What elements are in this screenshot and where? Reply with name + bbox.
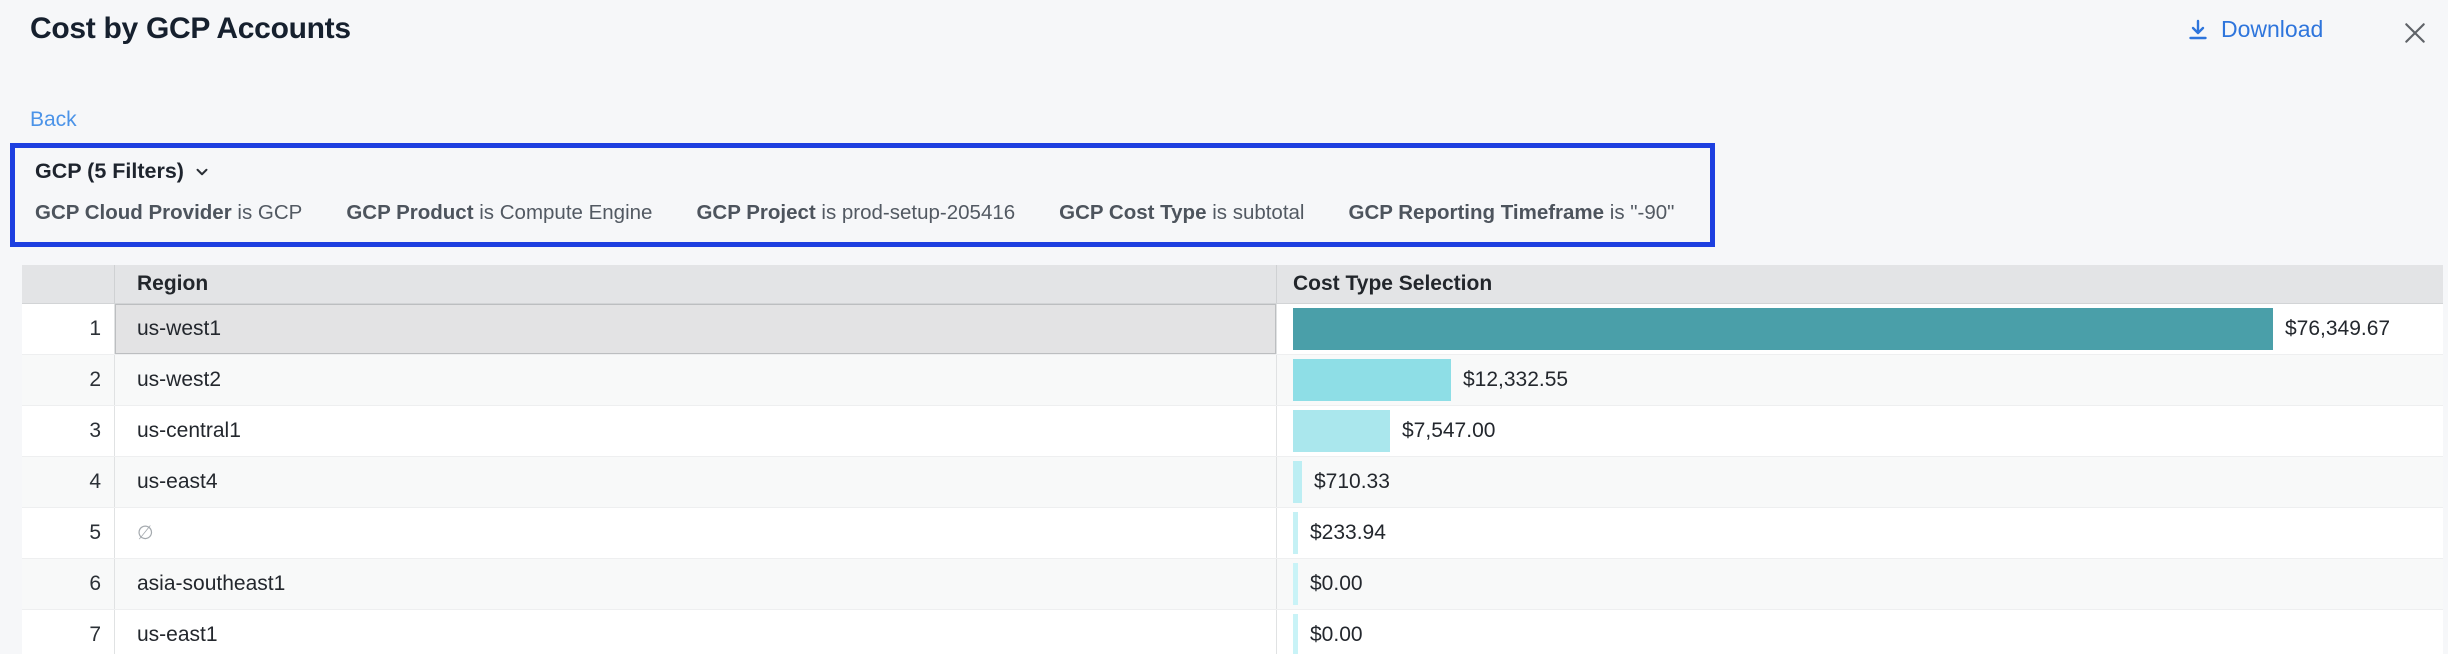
filter-panel: GCP (5 Filters) GCP Cloud Provider is GC… xyxy=(10,143,1715,247)
filter-condition[interactable]: GCP Cost Type is subtotal xyxy=(1059,201,1304,225)
cost-cell[interactable]: $76,349.67 xyxy=(1276,304,2443,354)
cost-value: $710.33 xyxy=(1314,470,1390,494)
cost-cell[interactable]: $12,332.55 xyxy=(1276,355,2443,405)
cost-value: $0.00 xyxy=(1310,572,1363,596)
row-number: 3 xyxy=(22,406,114,456)
table-row[interactable]: 4 us-east4 $710.33 xyxy=(22,457,2443,508)
region-cell[interactable]: ∅ xyxy=(114,508,1276,558)
cost-bar[interactable] xyxy=(1293,512,1298,554)
cost-bar[interactable] xyxy=(1293,410,1390,452)
row-number: 4 xyxy=(22,457,114,507)
cost-bar[interactable] xyxy=(1293,359,1451,401)
filter-condition[interactable]: GCP Project is prod-setup-205416 xyxy=(696,201,1015,225)
cost-bar[interactable] xyxy=(1293,308,2273,350)
region-column-header[interactable]: Region xyxy=(114,265,1276,303)
region-cell[interactable]: us-east4 xyxy=(114,457,1276,507)
chevron-down-icon xyxy=(193,163,211,181)
cost-value: $7,547.00 xyxy=(1402,419,1495,443)
table-row[interactable]: 1 us-west1 $76,349.67 xyxy=(22,304,2443,355)
cost-value: $12,332.55 xyxy=(1463,368,1568,392)
back-link[interactable]: Back xyxy=(30,108,77,132)
region-cell[interactable]: asia-southeast1 xyxy=(114,559,1276,609)
filter-condition[interactable]: GCP Reporting Timeframe is "-90" xyxy=(1349,201,1675,225)
download-label: Download xyxy=(2221,16,2323,43)
table-row[interactable]: 3 us-central1 $7,547.00 xyxy=(22,406,2443,457)
table-header-row: Region Cost Type Selection xyxy=(22,265,2443,304)
table-bottom-whitespace xyxy=(0,654,2448,672)
row-number: 7 xyxy=(22,610,114,660)
cost-bar[interactable] xyxy=(1293,614,1298,656)
row-number: 2 xyxy=(22,355,114,405)
filter-conditions: GCP Cloud Provider is GCP GCP Product is… xyxy=(35,201,1710,225)
download-icon xyxy=(2186,18,2210,42)
row-number: 5 xyxy=(22,508,114,558)
close-button[interactable] xyxy=(2398,16,2432,50)
close-icon xyxy=(2402,20,2428,46)
row-number: 6 xyxy=(22,559,114,609)
cost-table: Region Cost Type Selection 1 us-west1 $7… xyxy=(22,265,2443,661)
region-cell[interactable]: us-east1 xyxy=(114,610,1276,660)
filter-condition[interactable]: GCP Cloud Provider is GCP xyxy=(35,201,302,225)
cost-value: $76,349.67 xyxy=(2285,317,2390,341)
cost-cell[interactable]: $0.00 xyxy=(1276,559,2443,609)
filter-condition[interactable]: GCP Product is Compute Engine xyxy=(346,201,652,225)
page-title: Cost by GCP Accounts xyxy=(30,12,351,46)
cost-cell[interactable]: $7,547.00 xyxy=(1276,406,2443,456)
download-button[interactable]: Download xyxy=(2186,16,2323,43)
region-cell[interactable]: us-west1 xyxy=(114,304,1276,354)
filter-summary-label: GCP (5 Filters) xyxy=(35,159,184,184)
cost-cell[interactable]: $710.33 xyxy=(1276,457,2443,507)
filter-dropdown[interactable]: GCP (5 Filters) xyxy=(35,159,211,184)
cost-value: $0.00 xyxy=(1310,623,1363,647)
table-row[interactable]: 5 ∅ $233.94 xyxy=(22,508,2443,559)
cost-cell[interactable]: $0.00 xyxy=(1276,610,2443,660)
row-number-header xyxy=(22,265,114,303)
table-row[interactable]: 6 asia-southeast1 $0.00 xyxy=(22,559,2443,610)
cost-bar[interactable] xyxy=(1293,461,1302,503)
region-cell[interactable]: us-central1 xyxy=(114,406,1276,456)
region-cell[interactable]: us-west2 xyxy=(114,355,1276,405)
table-row[interactable]: 2 us-west2 $12,332.55 xyxy=(22,355,2443,406)
cost-bar[interactable] xyxy=(1293,563,1298,605)
cost-cell[interactable]: $233.94 xyxy=(1276,508,2443,558)
row-number: 1 xyxy=(22,304,114,354)
cost-value: $233.94 xyxy=(1310,521,1386,545)
cost-column-header[interactable]: Cost Type Selection xyxy=(1276,265,2443,303)
